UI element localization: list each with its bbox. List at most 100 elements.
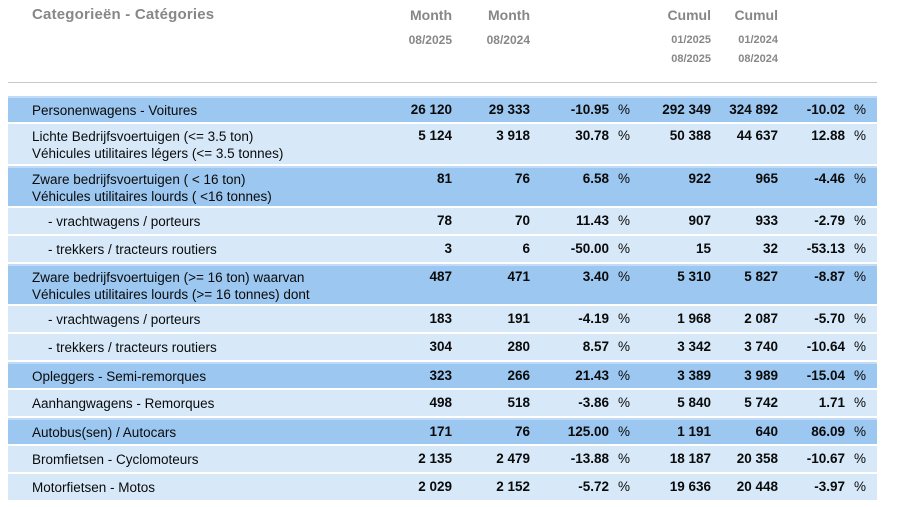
month-2025-value: 78 [436, 213, 452, 228]
table-row: Zware bedrijfsvoertuigen ( < 16 ton) Véh… [8, 166, 877, 206]
cumul-pct-value: -10.02 [806, 102, 845, 117]
month-2025-value: 2 135 [418, 451, 452, 466]
row-label-line1: - trekkers / tracteurs routiers [48, 340, 217, 355]
cumul-2025-value: 907 [688, 213, 711, 228]
cumul-pct-value: 12.88 [811, 128, 845, 143]
percent-sign: % [618, 424, 631, 439]
row-label: Personenwagens - Voitures [8, 102, 372, 119]
percent-sign: % [618, 368, 631, 383]
month-2024-value: 280 [507, 339, 530, 354]
cumul-2025-date-to: 08/2025 [671, 53, 711, 65]
month-2024-value: 266 [507, 368, 530, 383]
cumul-2025-value: 5 310 [677, 269, 711, 284]
month-2025-date: 08/2025 [408, 33, 452, 47]
cumul-2024-value: 20 448 [736, 479, 778, 494]
row-label-line1: - vrachtwagens / porteurs [48, 214, 201, 229]
month-2024-title: Month [488, 7, 530, 23]
row-label: Zware bedrijfsvoertuigen ( < 16 ton) Véh… [8, 171, 372, 205]
row-label-line2: Véhicules utilitaires lourds (>= 16 tonn… [32, 287, 310, 302]
statistics-table: Categorieën - Catégories Month 08/2025 M… [8, 0, 877, 502]
row-label-line1: Zware bedrijfsvoertuigen (>= 16 ton) waa… [32, 270, 305, 285]
percent-sign: % [854, 424, 867, 439]
month-2025-value: 26 120 [410, 102, 452, 117]
table-body: Personenwagens - Voitures 26 120 29 333 … [8, 96, 877, 500]
cumul-pct-value: -10.67 [806, 451, 845, 466]
percent-sign: % [618, 479, 631, 494]
cumul-2024-value: 44 637 [736, 128, 778, 143]
table-row: - vrachtwagens / porteurs 78 70 11.43 % … [8, 208, 877, 234]
month-2025-column-header: Month 08/2025 [372, 0, 452, 82]
cumul-2025-value: 1 191 [677, 424, 711, 439]
month-pct-column-header [530, 0, 609, 82]
row-label: Zware bedrijfsvoertuigen (>= 16 ton) waa… [8, 269, 372, 303]
cumul-2025-value: 292 349 [662, 102, 711, 117]
cumul-2025-date-from: 01/2025 [671, 34, 711, 46]
percent-sign: % [618, 451, 631, 466]
month-2024-value: 76 [514, 171, 530, 186]
cumul-2024-value: 965 [755, 171, 778, 186]
month-2024-value: 29 333 [488, 102, 530, 117]
table-row: - trekkers / tracteurs routiers 3 6 -50.… [8, 236, 877, 262]
row-label-line1: Motorfietsen - Motos [32, 480, 156, 495]
row-label-line1: Autobus(sen) / Autocars [32, 425, 177, 440]
row-label-line1: Bromfietsen - Cyclomoteurs [32, 452, 199, 467]
percent-sign: % [854, 368, 867, 383]
percent-sign: % [854, 479, 867, 494]
month-pct-value: 125.00 [567, 424, 609, 439]
cumul-2024-value: 640 [755, 424, 778, 439]
row-label: - vrachtwagens / porteurs [8, 311, 372, 328]
row-label-line1: Zware bedrijfsvoertuigen ( < 16 ton) [32, 172, 246, 187]
month-pct-value: -3.86 [578, 395, 609, 410]
row-label: Aanhangwagens - Remorques [8, 395, 372, 412]
percent-sign: % [854, 241, 867, 256]
table-row: Aanhangwagens - Remorques 498 518 -3.86 … [8, 390, 877, 416]
cumul-2025-value: 922 [688, 171, 711, 186]
row-label-line1: Personenwagens - Voitures [32, 103, 198, 118]
row-label: Motorfietsen - Motos [8, 479, 372, 496]
month-pct-value: 3.40 [582, 269, 609, 284]
month-pct-value: -13.88 [570, 451, 609, 466]
month-2025-value: 304 [429, 339, 452, 354]
percent-sign: % [854, 339, 867, 354]
month-pct-value: 8.57 [582, 339, 609, 354]
row-label-line1: Aanhangwagens - Remorques [32, 396, 215, 411]
month-2025-value: 487 [429, 269, 452, 284]
cumul-pct-column-header [778, 0, 845, 82]
row-label: - vrachtwagens / porteurs [8, 213, 372, 230]
table-header: Categorieën - Catégories Month 08/2025 M… [8, 0, 877, 83]
row-label-line1: Lichte Bedrijfsvoertuigen (<= 3.5 ton) [32, 129, 254, 144]
month-pct-value: 6.58 [582, 171, 609, 186]
row-label-line1: - vrachtwagens / porteurs [48, 312, 201, 327]
month-2025-value: 498 [429, 395, 452, 410]
row-label: Lichte Bedrijfsvoertuigen (<= 3.5 ton) V… [8, 128, 372, 162]
month-2024-column-header: Month 08/2024 [452, 0, 530, 82]
month-2025-value: 323 [429, 368, 452, 383]
table-row: Personenwagens - Voitures 26 120 29 333 … [8, 96, 877, 122]
month-2024-value: 76 [514, 424, 530, 439]
month-pct-sign-column-header [609, 0, 639, 82]
table-row: - trekkers / tracteurs routiers 304 280 … [8, 334, 877, 360]
cumul-pct-value: 1.71 [818, 395, 845, 410]
row-label: Opleggers - Semi-remorques [8, 368, 372, 385]
percent-sign: % [854, 171, 867, 186]
month-2025-value: 81 [436, 171, 452, 186]
table-row: Motorfietsen - Motos 2 029 2 152 -5.72 %… [8, 474, 877, 500]
month-2025-value: 5 124 [418, 128, 452, 143]
month-2024-value: 471 [507, 269, 530, 284]
percent-sign: % [618, 171, 631, 186]
percent-sign: % [854, 102, 867, 117]
cumul-2024-title: Cumul [734, 7, 778, 23]
table-row: Bromfietsen - Cyclomoteurs 2 135 2 479 -… [8, 446, 877, 472]
table-row: - vrachtwagens / porteurs 183 191 -4.19 … [8, 306, 877, 332]
row-label-line2: Véhicules utilitaires légers (<= 3.5 ton… [32, 146, 284, 161]
cumul-2024-value: 5 742 [744, 395, 778, 410]
cumul-2024-value: 3 740 [744, 339, 778, 354]
percent-sign: % [854, 311, 867, 326]
cumul-2024-date-to: 08/2024 [738, 53, 778, 65]
row-label: - trekkers / tracteurs routiers [8, 339, 372, 356]
cumul-2025-column-header: Cumul 01/2025 08/2025 [639, 0, 711, 82]
cumul-2025-value: 50 388 [669, 128, 711, 143]
table-row: Opleggers - Semi-remorques 323 266 21.43… [8, 362, 877, 388]
cumul-2025-value: 3 389 [677, 368, 711, 383]
percent-sign: % [854, 128, 867, 143]
